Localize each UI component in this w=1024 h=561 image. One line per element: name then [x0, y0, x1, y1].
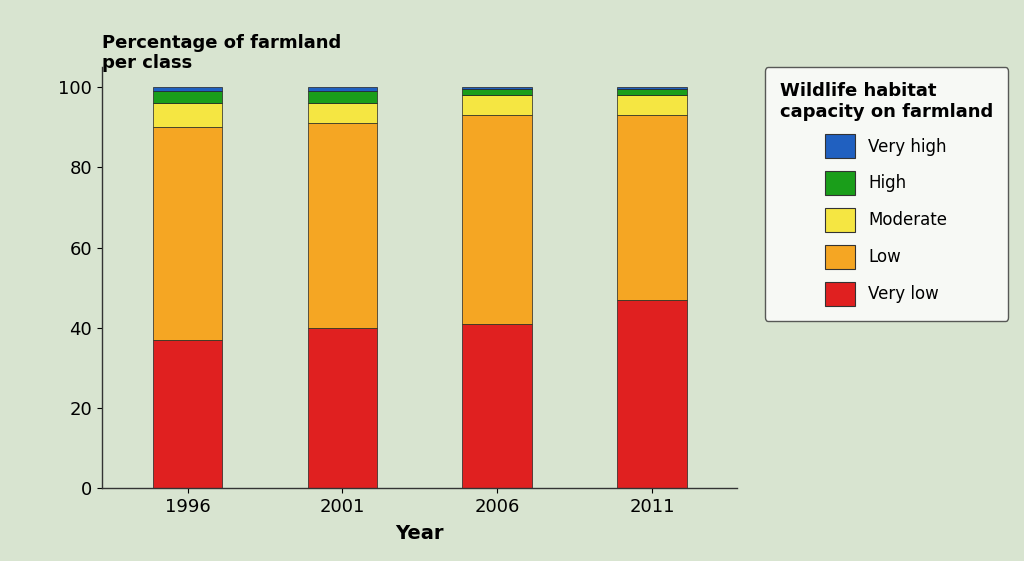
Bar: [617, 116, 687, 300]
Bar: [307, 123, 377, 328]
Bar: [307, 328, 377, 488]
Bar: [153, 91, 222, 103]
X-axis label: Year: Year: [395, 524, 444, 543]
Bar: [153, 103, 222, 127]
Bar: [307, 103, 377, 123]
Bar: [617, 95, 687, 116]
Bar: [617, 88, 687, 89]
Bar: [463, 95, 532, 116]
Bar: [463, 324, 532, 488]
Bar: [463, 88, 532, 89]
Bar: [153, 340, 222, 488]
Legend: Very high, High, Moderate, Low, Very low: Very high, High, Moderate, Low, Very low: [765, 67, 1008, 321]
Text: Percentage of farmland
per class: Percentage of farmland per class: [102, 34, 342, 72]
Bar: [463, 116, 532, 324]
Bar: [153, 127, 222, 340]
Bar: [307, 88, 377, 91]
Bar: [307, 91, 377, 103]
Bar: [463, 89, 532, 95]
Bar: [153, 88, 222, 91]
Bar: [617, 89, 687, 95]
Bar: [617, 300, 687, 488]
